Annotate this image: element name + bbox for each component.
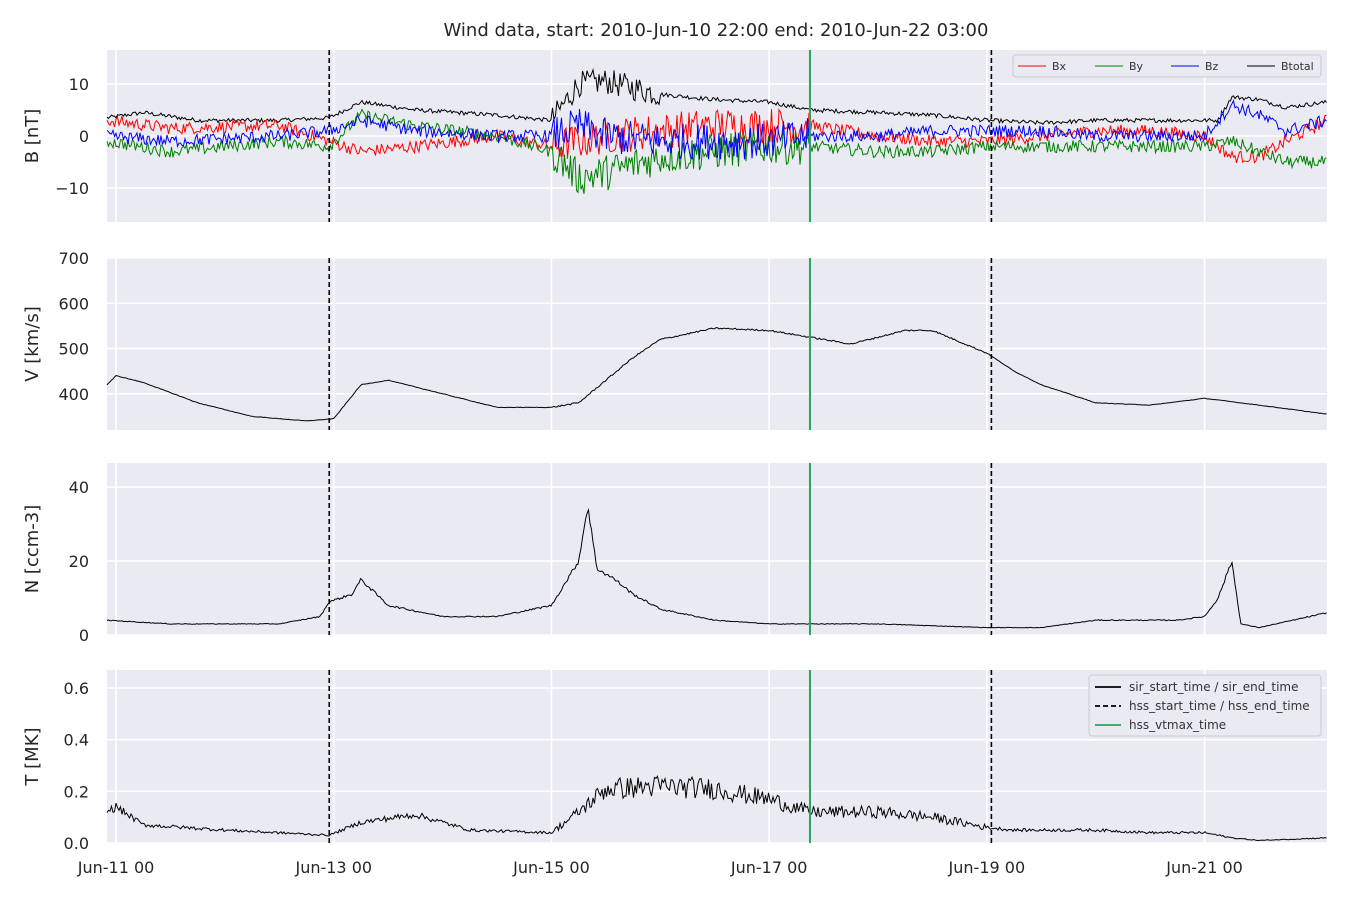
panel-T: 0.6 0.4 0.2 0.0 T [MK] sir_start_time / sir_e…	[22, 670, 1327, 853]
series-line-bz	[106, 99, 1327, 160]
x-tick-label: Jun-11 00	[77, 858, 155, 877]
panel-V: 700 600 500 400 V [km/s]	[22, 249, 1327, 430]
panel-background	[107, 463, 1327, 635]
panel-N: 40 20 0 N [ccm-3]	[22, 463, 1327, 645]
series-line-n	[106, 507, 1327, 629]
y-axis-label: T [MK]	[22, 727, 43, 786]
y-tick-label: −10	[55, 179, 89, 198]
series-line-t	[106, 775, 1327, 842]
series-line-bx	[106, 108, 1327, 164]
x-axis-tick-labels: Jun-11 00 Jun-13 00 Jun-15 00 Jun-17 00 Jun-…	[77, 858, 1243, 877]
x-tick-label: Jun-15 00	[512, 858, 590, 877]
y-tick-label: 40	[69, 478, 89, 497]
y-tick-label: 20	[69, 552, 89, 571]
panel-background	[107, 258, 1327, 430]
x-tick-label: Jun-19 00	[948, 858, 1026, 877]
y-tick-label: 0	[79, 626, 89, 645]
y-tick-label: 500	[58, 340, 89, 359]
legend-label: Bz	[1205, 60, 1219, 73]
series-line-v	[106, 327, 1327, 422]
y-axis-label: V [km/s]	[22, 306, 43, 381]
y-tick-label: 0.6	[64, 679, 89, 698]
legend-label: By	[1129, 60, 1144, 73]
x-tick-label: Jun-21 00	[1165, 858, 1243, 877]
y-tick-label: 10	[69, 75, 89, 94]
y-tick-label: 0.2	[64, 782, 89, 801]
series-line-btotal	[106, 67, 1327, 126]
y-tick-label: 400	[58, 385, 89, 404]
x-tick-label: Jun-17 00	[730, 858, 808, 877]
legend-label: Btotal	[1281, 60, 1314, 73]
y-tick-label: 0	[79, 127, 89, 146]
x-tick-label: Jun-13 00	[294, 858, 372, 877]
legend-label: Bx	[1052, 60, 1067, 73]
y-axis-label: N [ccm-3]	[22, 505, 43, 594]
t-legend: sir_start_time / sir_end_time hss_start_t…	[1088, 674, 1322, 737]
legend-label: hss_start_time / hss_end_time	[1129, 699, 1310, 713]
y-tick-label: 0.4	[64, 731, 89, 750]
legend-label: hss_vtmax_time	[1129, 718, 1226, 732]
chart-title: Wind data, start: 2010-Jun-10 22:00 end:…	[444, 20, 989, 41]
panel-B: 10 0 −10 B [nT] Bx By Bz Btotal	[22, 50, 1327, 222]
series-line-by	[106, 108, 1327, 194]
b-legend: Bx By Bz Btotal	[1012, 54, 1322, 78]
y-tick-label: 0.0	[64, 834, 89, 853]
y-axis-label: B [nT]	[22, 109, 43, 164]
y-tick-label: 700	[58, 249, 89, 268]
y-tick-label: 600	[58, 294, 89, 313]
legend-label: sir_start_time / sir_end_time	[1129, 680, 1299, 694]
